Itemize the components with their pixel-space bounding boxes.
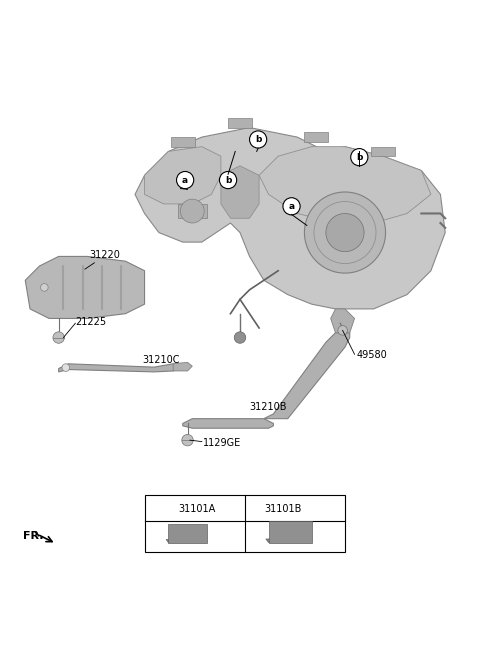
Text: 31210C: 31210C	[142, 355, 180, 365]
Text: FR.: FR.	[23, 531, 43, 541]
Polygon shape	[166, 539, 206, 543]
Circle shape	[338, 325, 348, 335]
Polygon shape	[59, 364, 178, 372]
Text: 31210B: 31210B	[250, 401, 287, 412]
Text: a: a	[288, 202, 295, 211]
Polygon shape	[25, 256, 144, 318]
Circle shape	[326, 213, 364, 252]
Polygon shape	[371, 147, 395, 156]
Polygon shape	[178, 204, 206, 218]
Text: b: b	[251, 506, 257, 515]
Text: a: a	[161, 506, 167, 515]
Polygon shape	[171, 137, 195, 147]
Polygon shape	[228, 118, 252, 127]
Polygon shape	[173, 362, 192, 371]
Text: 1129GE: 1129GE	[203, 438, 241, 447]
Circle shape	[234, 332, 246, 343]
Circle shape	[250, 131, 267, 148]
FancyBboxPatch shape	[168, 523, 206, 543]
Circle shape	[53, 332, 64, 343]
Text: b: b	[255, 135, 261, 144]
Circle shape	[219, 171, 237, 189]
Text: b: b	[356, 153, 362, 161]
Circle shape	[283, 197, 300, 215]
Polygon shape	[264, 333, 350, 419]
Circle shape	[246, 502, 263, 519]
Text: 21225: 21225	[75, 318, 107, 327]
Circle shape	[155, 502, 172, 519]
Circle shape	[40, 283, 48, 291]
Circle shape	[177, 171, 194, 189]
Circle shape	[351, 148, 368, 166]
Circle shape	[304, 192, 385, 273]
Circle shape	[62, 364, 70, 371]
Text: b: b	[225, 176, 231, 184]
Text: 31220: 31220	[90, 250, 120, 260]
Circle shape	[182, 434, 193, 446]
Polygon shape	[304, 133, 328, 142]
FancyBboxPatch shape	[269, 522, 312, 543]
Polygon shape	[266, 539, 312, 543]
Text: 31101A: 31101A	[178, 504, 215, 514]
Text: 31101B: 31101B	[264, 504, 301, 514]
Polygon shape	[144, 147, 221, 204]
FancyBboxPatch shape	[144, 495, 345, 552]
Circle shape	[180, 199, 204, 223]
Text: 49580: 49580	[357, 350, 388, 360]
Polygon shape	[259, 147, 431, 223]
Polygon shape	[221, 166, 259, 218]
Polygon shape	[135, 127, 445, 309]
Text: a: a	[182, 176, 188, 184]
Polygon shape	[183, 419, 274, 428]
Polygon shape	[331, 309, 355, 333]
